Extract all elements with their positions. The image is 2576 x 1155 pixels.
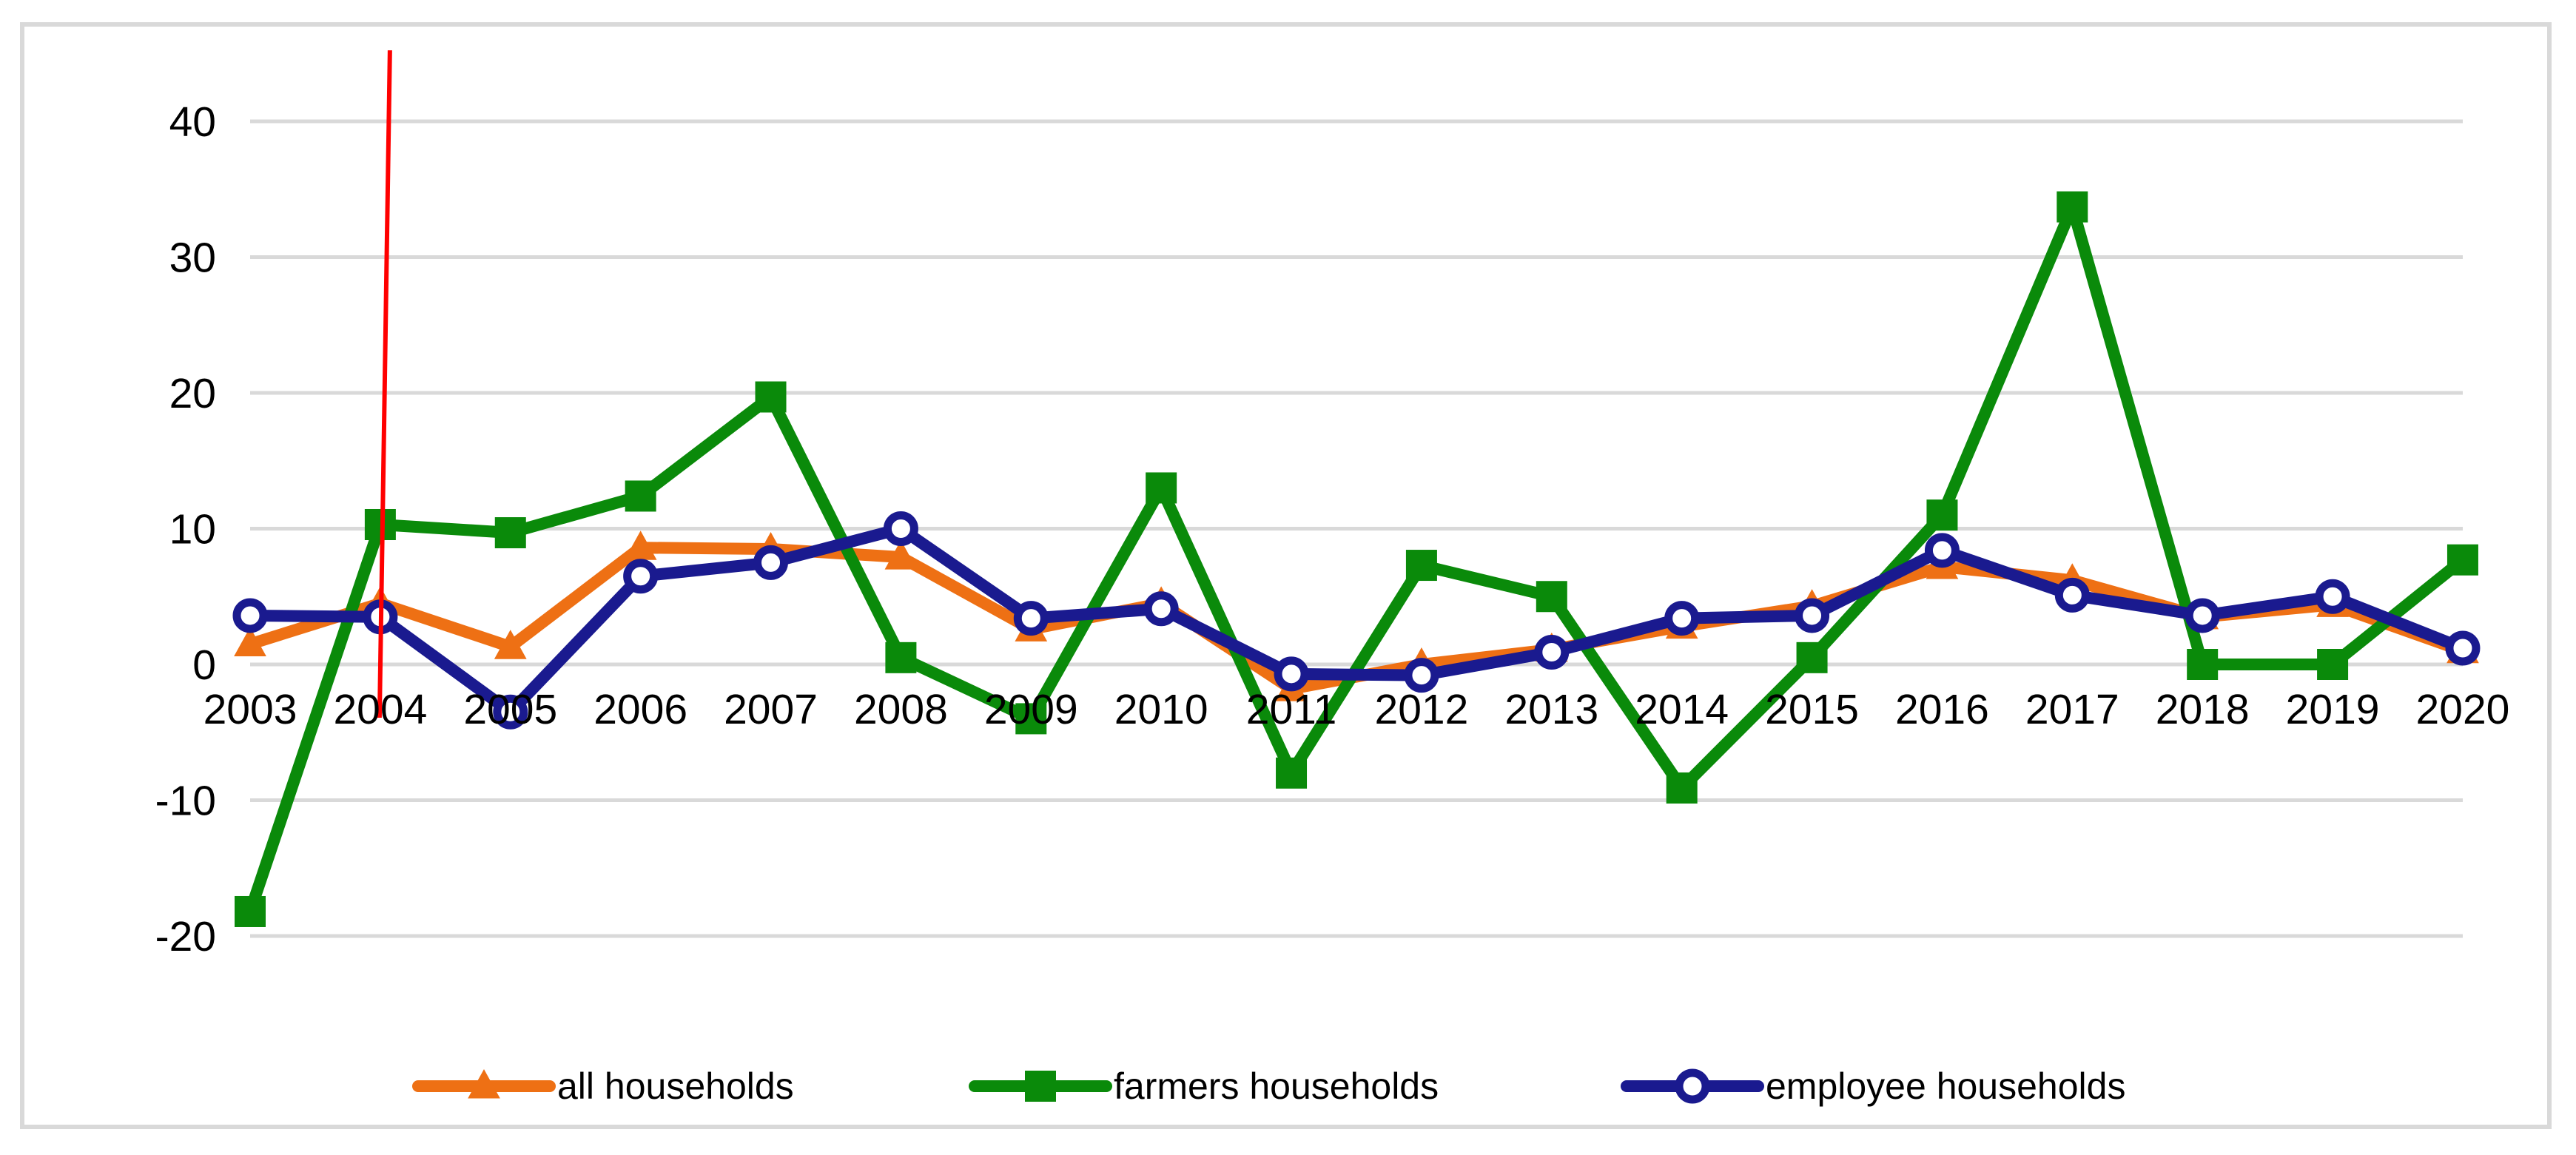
legend-label-all-households: all households	[557, 1065, 794, 1107]
marker-farmers-households	[235, 895, 266, 927]
y-axis-tick-label: -10	[155, 778, 216, 825]
marker-employee-households	[1795, 598, 1830, 633]
marker-farmers-households	[885, 642, 917, 673]
y-axis-tick-label: 30	[169, 235, 216, 282]
figure-frame	[20, 22, 2552, 1129]
x-axis-tick-label: 2010	[1114, 686, 1208, 733]
x-axis-tick-label: 2020	[2416, 686, 2510, 733]
x-axis-tick-label: 2008	[854, 686, 948, 733]
marker-farmers-households	[1666, 772, 1698, 804]
marker-employee-households	[1404, 658, 1439, 693]
marker-farmers-households	[625, 480, 656, 512]
marker-employee-households	[232, 598, 268, 633]
x-axis-tick-label: 2016	[1895, 686, 1989, 733]
marker-employee-households	[753, 545, 789, 580]
legend-marker-farmers-households	[1025, 1071, 1056, 1102]
marker-farmers-households	[1405, 550, 1437, 582]
marker-employee-households	[2185, 598, 2220, 633]
marker-all-households	[494, 630, 527, 659]
x-axis-tick-label: 2013	[1504, 686, 1598, 733]
marker-employee-households	[493, 694, 528, 730]
marker-farmers-households	[2187, 649, 2219, 680]
legend-marker-employee-households	[1675, 1068, 1710, 1104]
marker-farmers-households	[494, 517, 526, 549]
marker-employee-households	[1143, 591, 1179, 627]
marker-farmers-households	[1146, 472, 1177, 504]
marker-all-households	[624, 531, 657, 560]
marker-farmers-households	[1796, 642, 1828, 673]
y-axis-tick-label: 40	[169, 98, 216, 146]
x-axis-tick-label: 2007	[724, 686, 818, 733]
x-axis-tick-label: 2005	[463, 686, 557, 733]
x-axis-tick-label: 2003	[204, 686, 297, 733]
x-axis-tick-label: 2011	[1246, 686, 1337, 733]
marker-farmers-households	[2317, 649, 2349, 680]
y-axis-tick-label: 0	[192, 642, 216, 689]
annotation-vertical-line-2004	[377, 50, 392, 718]
series-line-farmers-households	[244, 201, 2469, 917]
x-axis-tick-label: 2012	[1375, 686, 1469, 733]
marker-farmers-households	[2057, 191, 2088, 223]
marker-employee-households	[2315, 579, 2350, 614]
x-axis-tick-label: 2015	[1765, 686, 1859, 733]
marker-all-households	[884, 540, 918, 570]
series-line-employee-households	[244, 522, 2469, 718]
marker-employee-households	[2054, 577, 2090, 613]
legend-marker-all-households	[468, 1069, 500, 1099]
marker-farmers-households	[1276, 757, 1308, 789]
x-axis-tick-label: 2018	[2156, 686, 2250, 733]
marker-employee-households	[2445, 630, 2481, 666]
x-axis-tick-label: 2004	[333, 686, 427, 733]
marker-all-households	[234, 627, 266, 657]
marker-farmers-households	[1015, 703, 1047, 735]
legend-label-farmers-households: farmers households	[1114, 1065, 1439, 1107]
x-axis-tick-label: 2006	[593, 686, 687, 733]
marker-employee-households	[1924, 533, 1960, 568]
marker-employee-households	[1534, 634, 1570, 670]
marker-farmers-households	[1926, 499, 1958, 531]
x-axis-tick-label: 2014	[1635, 686, 1729, 733]
x-axis-tick-label: 2009	[984, 686, 1078, 733]
marker-employee-households	[883, 511, 918, 546]
marker-employee-households	[623, 559, 659, 594]
marker-farmers-households	[755, 381, 787, 413]
x-axis-tick-label: 2019	[2286, 686, 2380, 733]
marker-employee-households	[1664, 601, 1700, 636]
marker-employee-households	[1013, 601, 1049, 636]
marker-employee-households	[1274, 656, 1309, 692]
x-axis-tick-label: 2017	[2025, 686, 2119, 733]
marker-farmers-households	[1536, 581, 1567, 613]
y-axis-tick-label: 20	[169, 370, 216, 417]
legend-label-employee-households: employee households	[1766, 1065, 2125, 1107]
marker-farmers-households	[2446, 544, 2478, 576]
y-axis-tick-label: -20	[155, 913, 216, 960]
y-axis-tick-label: 10	[169, 506, 216, 553]
